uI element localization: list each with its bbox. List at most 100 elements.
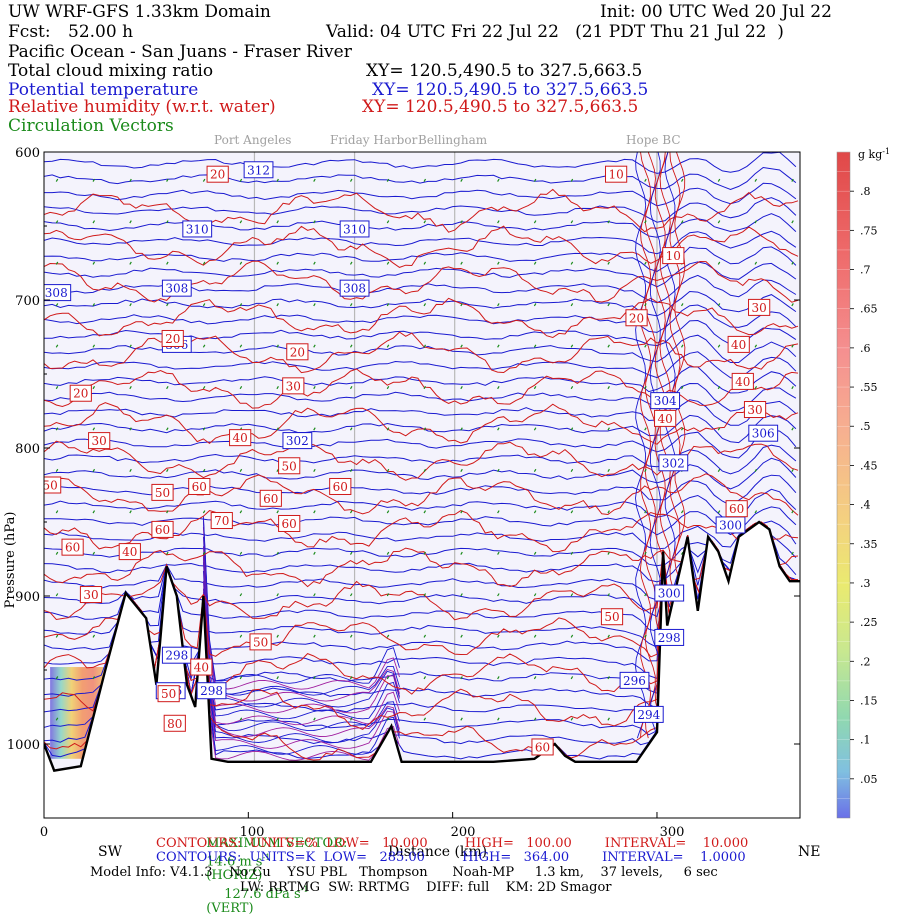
rh-contour-label: 40 (118, 543, 141, 561)
circulation-vector (55, 593, 59, 597)
rh-contour-label: 50 (278, 457, 301, 475)
circulation-vector (607, 551, 610, 555)
rh-contour-label-box (731, 372, 754, 390)
rh-contour-label: 10 (662, 247, 685, 265)
circulation-vector (607, 510, 610, 514)
circulation-vector (313, 220, 316, 224)
circulation-vector (92, 385, 96, 390)
theta-contour-label-box (161, 646, 192, 664)
circulation-vector (497, 510, 500, 514)
circulation-vector (570, 220, 574, 224)
circulation-vector (386, 551, 390, 555)
theta-contour-label-text: 312 (247, 163, 270, 177)
circulation-vector (423, 468, 427, 472)
rh-contour-label-box (79, 586, 103, 604)
rh-contour-label-text: 20 (629, 311, 644, 325)
rh-contour-label-box (190, 658, 213, 676)
circulation-vector (680, 551, 684, 555)
circulation-vector (92, 676, 96, 680)
circulation-vector (239, 303, 243, 307)
max-vector-label: MAXIMUM VECTOR: (206, 836, 348, 851)
circulation-vector (239, 593, 243, 597)
circulation-vector (497, 427, 500, 431)
max-vector-vertical: 127.6 dPa s (224, 886, 301, 902)
circulation-vector (92, 344, 96, 348)
theta-contour-label: 308 (44, 284, 72, 302)
rh-contour-label-box (725, 500, 748, 518)
circulation-vector (239, 510, 243, 514)
rh-contour-label-text: 40 (194, 661, 209, 675)
circulation-vector (276, 717, 279, 721)
rh-contour-label-box (727, 335, 750, 353)
circulation-vector (349, 510, 353, 514)
svg-text:g kg-1: g kg-1 (858, 147, 890, 161)
theta-contour (44, 152, 797, 174)
circulation-vector (276, 634, 279, 638)
circulation-vector (497, 551, 500, 555)
circulation-vector (55, 178, 59, 182)
theta-contour-label: 294 (633, 705, 664, 723)
rh-contour-label-box (662, 247, 685, 265)
circulation-vector (570, 717, 574, 721)
theta-contour-label-text: 294 (637, 708, 660, 722)
rh-contour-label: 50 (151, 483, 174, 501)
circulation-vector (423, 676, 427, 680)
y-tick-label: 600 (15, 146, 40, 161)
circulation-vector (313, 468, 316, 472)
theta-contour-label-text: 298 (165, 649, 188, 663)
rh-contour-label-box (44, 476, 62, 494)
circulation-vector (129, 261, 132, 265)
y-axis-label: Pressure (hPa) (3, 512, 18, 609)
terrain-profile (44, 520, 800, 772)
theta-contour-label-text: 304 (654, 394, 677, 408)
rh-contour-label-box (88, 432, 111, 450)
theta-contour-label-box (619, 671, 650, 689)
circulation-vector (349, 178, 353, 182)
circulation-vector (754, 261, 758, 265)
colorbar-tick-label: .5 (860, 420, 871, 433)
circulation-vector (202, 385, 206, 390)
rh-contour-label-box (654, 409, 677, 427)
circulation-vector (607, 385, 610, 390)
circulation-vector (386, 427, 390, 431)
circulation-vector (680, 344, 684, 348)
rh-contour-label-text: 30 (286, 379, 301, 393)
rh-contour (44, 402, 799, 445)
circulation-vector (276, 344, 279, 348)
colorbar-tick-label: .7 (860, 264, 871, 277)
max-vector-vertical-exponent: -1 (300, 885, 309, 895)
rh-contour-label-box (163, 714, 186, 732)
rh-contour-label: 30 (88, 432, 111, 450)
max-vector-vertical-tag: (VERT) (206, 900, 254, 916)
colorbar-tick-label: .75 (860, 224, 878, 237)
circulation-vector (570, 634, 574, 638)
circulation-vector (55, 717, 59, 721)
town-hope: Hope BC (626, 133, 681, 147)
theta-contour-label: 302 (658, 454, 689, 472)
circulation-vector (533, 303, 537, 307)
circulation-vector (460, 717, 463, 721)
circulation-vector (570, 303, 574, 307)
circulation-vector (239, 344, 243, 348)
circulation-vector (55, 385, 59, 390)
rh-contour-label-box (600, 608, 624, 626)
circulation-vector (533, 261, 537, 265)
theta-contour (44, 261, 797, 288)
rh-contour-label-text: 20 (165, 332, 180, 346)
circulation-vector (276, 510, 279, 514)
theta-contour (44, 166, 797, 191)
circulation-vector (276, 385, 279, 390)
colorbar-tick-label: .6 (860, 342, 871, 355)
circulation-vector (166, 178, 169, 182)
circulation-vector (717, 178, 721, 182)
circulation-vector (607, 593, 610, 597)
colorbar-tick-label: .4 (860, 499, 871, 512)
rh-contour-label: 60 (531, 738, 554, 756)
circulation-vector (423, 261, 427, 265)
theta-contour-label-text: 308 (165, 282, 188, 296)
circulation-vector (754, 510, 758, 514)
rh-contour-label-text: 30 (747, 403, 762, 417)
circulation-vector (791, 178, 794, 182)
circulation-vector (386, 178, 390, 182)
circulation-vector (497, 178, 500, 182)
